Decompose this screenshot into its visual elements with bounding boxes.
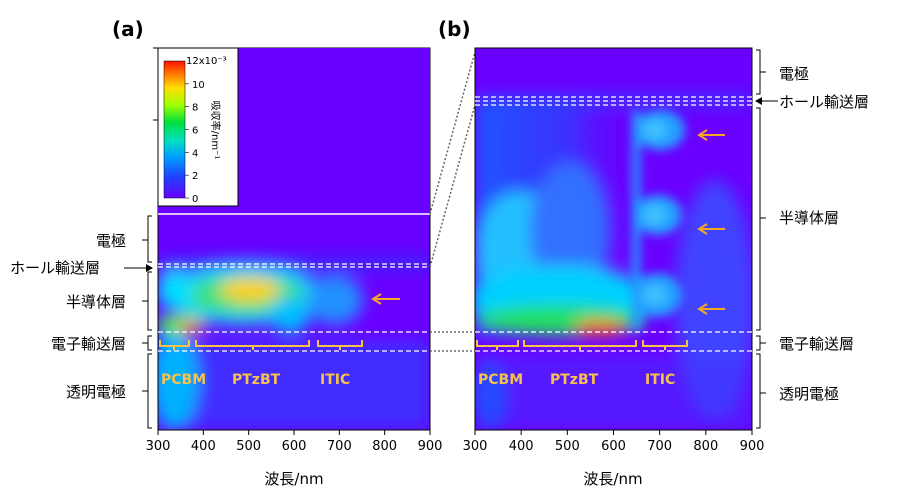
x-tick-label-b-700: 700: [647, 439, 672, 454]
x-axis-a: 300 400 500 600 700 800 900: [146, 430, 443, 454]
layer-brackets-right: [756, 49, 766, 429]
colorbar-ticks: 10 8 6 4 2 0: [185, 80, 205, 205]
layer-label-semiconductor-left: 半導体層: [66, 293, 126, 311]
layer-label-electrode-left: 電極: [96, 232, 126, 250]
x-axis-label-a: 波長/nm: [264, 470, 323, 488]
x-tick-label-a-700: 700: [327, 439, 352, 454]
colorbar-gradient: [163, 60, 186, 199]
material-ptzbt-a: PTzBT: [232, 372, 281, 388]
colorbar-label: 吸収率/nm⁻¹: [209, 101, 222, 160]
colorbar-tick-label-0: 0: [192, 194, 198, 205]
arrow-hole-transport-left: [124, 264, 153, 272]
layer-label-electron-transport-right: 電子輸送層: [779, 335, 854, 353]
x-tick-label-a-800: 800: [372, 439, 397, 454]
layer-label-semiconductor-right: 半導体層: [779, 209, 839, 227]
x-tick-label-a-300: 300: [146, 439, 171, 454]
x-tick-label-b-600: 600: [601, 439, 626, 454]
x-tick-label-b-300: 300: [463, 439, 488, 454]
y-ticks-a: [153, 47, 158, 121]
layer-brackets-left: [142, 215, 152, 429]
panel-label-a: (a): [112, 17, 144, 41]
layer-label-electron-transport-left: 電子輸送層: [51, 335, 126, 353]
orange-arrow-a: [371, 293, 400, 305]
x-axis-b: 300 400 500 600 700 800 900: [463, 430, 765, 454]
layer-label-hole-transport-left: ホール輸送層: [10, 259, 100, 277]
x-tick-label-a-900: 900: [418, 439, 443, 454]
colorbar-tick-label-10: 10: [192, 80, 205, 91]
colorbar-max-label: 12x10⁻³: [186, 56, 227, 67]
x-tick-label-b-800: 800: [693, 439, 718, 454]
colorbar-tick-label-4: 4: [192, 148, 198, 159]
material-pcbm-a: PCBM: [161, 372, 206, 388]
layer-label-electrode-right: 電極: [779, 65, 809, 83]
colorbar-tick-label-2: 2: [192, 171, 198, 182]
arrow-hole-transport-right: [755, 97, 778, 105]
x-tick-label-b-500: 500: [555, 439, 580, 454]
x-tick-label-b-900: 900: [740, 439, 765, 454]
heatmap-b: [475, 48, 752, 430]
material-ptzbt-b: PTzBT: [550, 372, 599, 388]
material-pcbm-b: PCBM: [478, 372, 523, 388]
colorbar-tick-label-8: 8: [192, 103, 198, 114]
x-tick-label-a-400: 400: [191, 439, 216, 454]
material-itic-b: ITIC: [645, 372, 675, 388]
zoom-connectors: [429, 51, 476, 352]
layer-label-transparent-electrode-left: 透明電極: [66, 383, 126, 401]
x-tick-label-b-400: 400: [509, 439, 534, 454]
colorbar-tick-label-6: 6: [192, 126, 198, 137]
material-braces-a: [159, 340, 363, 350]
material-braces-b: [476, 340, 688, 350]
x-tick-label-a-500: 500: [236, 439, 261, 454]
x-tick-label-a-600: 600: [282, 439, 307, 454]
orange-arrows-b: [697, 129, 725, 315]
material-itic-a: ITIC: [320, 372, 350, 388]
x-axis-label-b: 波長/nm: [583, 470, 642, 488]
panel-label-b: (b): [438, 17, 471, 41]
layer-label-hole-transport-right: ホール輸送層: [779, 93, 869, 111]
layer-label-transparent-electrode-right: 透明電極: [779, 385, 839, 403]
